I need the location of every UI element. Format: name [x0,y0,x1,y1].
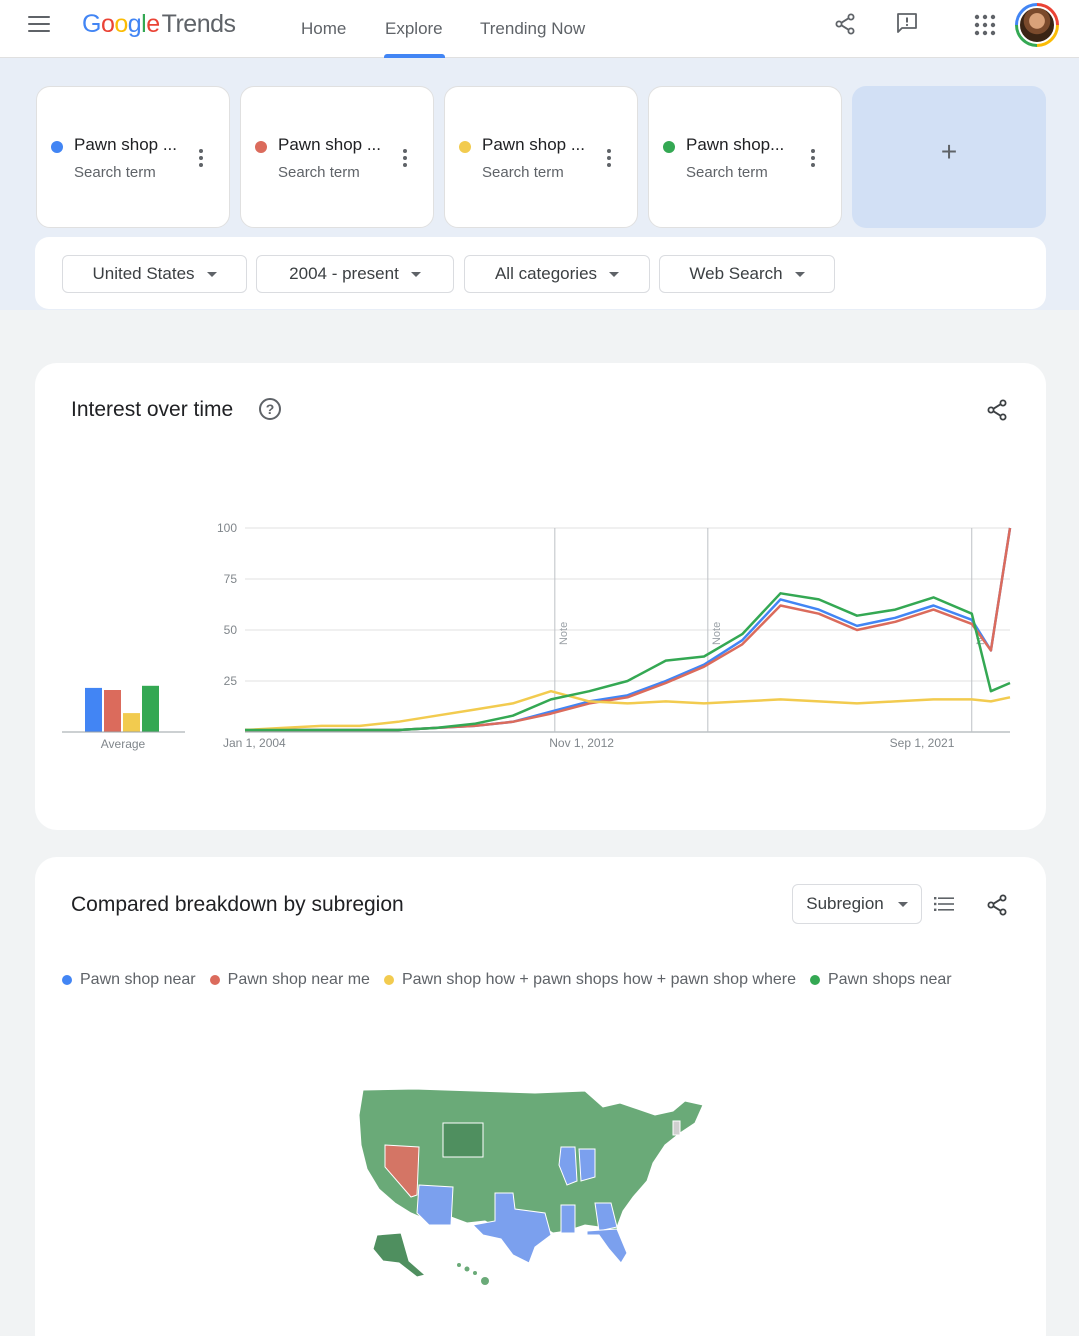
x-tick-label: Jan 1, 2004 [223,736,286,750]
map-region-fl [586,1228,628,1264]
share-icon[interactable] [985,893,1009,917]
time-filter[interactable]: 2004 - present [256,255,454,293]
term-card-4[interactable]: Pawn shop... Search term [648,86,842,228]
term-label: Pawn shop ... [278,135,382,154]
map-region-az [416,1184,454,1226]
menu-icon[interactable] [28,16,50,34]
term-type: Search term [482,164,564,181]
more-vert-icon[interactable] [199,149,203,167]
active-tab-indicator [384,54,445,58]
term-type: Search term [686,164,768,181]
apps-icon[interactable] [973,13,997,37]
y-tick-label: 50 [224,623,238,637]
term-label: Pawn shop ... [482,135,586,154]
map-region-nv [384,1144,420,1198]
dropdown-arrow-icon [206,271,217,277]
breakdown-legend: Pawn shop near Pawn shop near me Pawn sh… [62,971,952,989]
map-region-in [578,1148,596,1182]
panel-title: Interest over time [71,398,234,421]
x-tick-label: Sep 1, 2021 [890,736,955,750]
note-label: N [975,637,987,645]
geo-filter[interactable]: United States [62,255,247,293]
interest-over-time-panel: Interest over time ? 25 50 75 100 Note Note N J… [35,363,1046,830]
y-tick-label: 25 [224,674,238,688]
series-line-2 [245,527,1012,732]
map-region-ga [594,1202,618,1232]
nav-trending-now[interactable]: Trending Now [480,19,586,38]
legend-dot [62,975,72,985]
legend-item[interactable]: Pawn shop how + pawn shops how + pawn sh… [383,971,796,989]
nav-home[interactable]: Home [301,19,347,38]
more-vert-icon[interactable] [811,149,815,167]
term-color-dot [459,141,471,153]
average-bar-4 [142,685,159,732]
term-card-3[interactable]: Pawn shop ... Search term [444,86,638,228]
more-vert-icon[interactable] [403,149,407,167]
legend-dot [209,975,220,985]
avatar[interactable] [1015,3,1059,47]
legend-item[interactable]: Pawn shops near [809,971,952,989]
legend-item[interactable]: Pawn shop near me [209,971,370,989]
map-region-ak [372,1232,427,1278]
help-icon[interactable]: ? [259,398,281,420]
term-type: Search term [278,164,360,181]
legend-dot [383,975,394,985]
average-bar-3 [123,713,140,732]
dropdown-arrow-icon [609,271,620,277]
average-bar-2 [104,690,121,732]
term-card-2[interactable]: Pawn shop ... Search term [240,86,434,228]
series-line-1 [245,527,1012,732]
map-region-vt [672,1120,681,1136]
dropdown-arrow-icon [410,271,421,277]
average-bar-1 [85,687,102,732]
series-line-4 [245,592,1011,732]
more-vert-icon[interactable] [607,149,611,167]
map-region-hi [457,1263,489,1285]
map-region-il [558,1146,578,1186]
interest-chart: 25 50 75 100 Note Note N Jan 1, 2004 Nov 1, 2012… [62,521,1012,751]
y-tick-label: 100 [217,521,237,535]
filter-bar: United States 2004 - present All categor… [35,237,1046,309]
map-region-ms [560,1204,576,1234]
feedback-icon[interactable] [895,11,919,35]
legend-item[interactable]: Pawn shop near [62,971,196,989]
panel-title: Compared breakdown by subregion [71,893,404,916]
average-label: Average [101,737,146,751]
term-card-1[interactable]: Pawn shop ... Search term [36,86,230,228]
note-label: Note [711,622,723,645]
term-type: Search term [74,164,156,181]
term-label: Pawn shop... [686,135,785,154]
term-color-dot [663,141,675,153]
nav-explore[interactable]: Explore [385,19,443,38]
x-tick-label: Nov 1, 2012 [549,736,614,750]
map-region-wy [442,1122,484,1158]
map-region-tx [471,1192,552,1264]
avatar-photo [1018,6,1056,44]
list-view-icon[interactable] [934,896,954,912]
term-color-dot [255,141,267,153]
dropdown-arrow-icon [897,901,908,907]
subregion-breakdown-panel: Compared breakdown by subregion Subregio… [35,857,1046,1336]
share-icon[interactable] [985,398,1009,422]
share-icon[interactable] [833,12,857,36]
plus-icon: + [940,136,958,167]
category-filter[interactable]: All categories [464,255,650,293]
us-subregion-map[interactable] [355,1085,715,1300]
legend-dot [809,975,820,985]
add-comparison-button[interactable]: + [852,86,1046,228]
subregion-dropdown[interactable]: Subregion [792,884,922,924]
series-line-3 [244,689,1011,732]
term-label: Pawn shop ... [74,135,178,154]
term-color-dot [51,141,63,153]
note-label: Note [558,622,570,645]
property-filter[interactable]: Web Search [659,255,835,293]
y-tick-label: 75 [224,572,238,586]
dropdown-arrow-icon [794,271,805,277]
